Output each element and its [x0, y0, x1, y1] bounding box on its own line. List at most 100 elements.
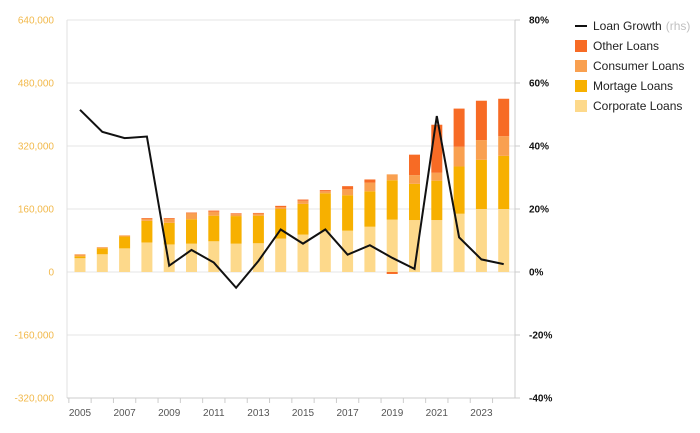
bar-segment-consumer-loans	[386, 174, 398, 181]
right-tick-label: 40%	[529, 142, 549, 153]
bar-segment-mortage-loans	[319, 193, 331, 231]
loan-growth-polyline	[79, 109, 504, 290]
bar-segment-corporate-loans	[342, 230, 354, 272]
x-tick-label: 2015	[292, 408, 315, 419]
bar-segment-corporate-loans	[409, 220, 420, 272]
bar-segment-other-loans	[297, 199, 309, 201]
bar-segment-consumer-loans	[208, 211, 220, 216]
legend: Loan Growth (rhs) Other Loans Consumer Loan…	[575, 19, 690, 113]
bar-segment-mortage-loans	[74, 256, 86, 259]
bar-segment-consumer-loans	[431, 172, 443, 181]
bar-segment-corporate-loans	[475, 209, 487, 272]
bar-segment-other-loans	[431, 124, 443, 173]
bar-segment-other-loans	[475, 100, 487, 141]
bar-segment-other-loans	[275, 205, 287, 208]
bar-segment-consumer-loans	[297, 200, 309, 204]
left-tick-label: 640,000	[18, 16, 55, 27]
bar-segment-other-loans	[364, 179, 376, 183]
bar-segment-other-loans	[409, 154, 420, 176]
x-tick-label: 2021	[426, 408, 449, 419]
bar-segment-corporate-loans	[252, 243, 264, 272]
right-tick-label: 0%	[529, 268, 544, 279]
bar-segment-corporate-loans	[74, 258, 86, 272]
bar-segment-mortage-loans	[475, 159, 487, 209]
bar-segment-other-loans	[386, 272, 398, 274]
x-tick-label: 2011	[203, 408, 225, 419]
legend-label: Loan Growth (rhs)	[593, 19, 690, 33]
bar-segment-mortage-loans	[96, 248, 108, 255]
bar-segment-corporate-loans	[498, 209, 510, 272]
x-tick-label: 2017	[336, 408, 359, 419]
x-tick-label: 2023	[470, 408, 493, 419]
bar-segment-mortage-loans	[275, 209, 287, 239]
x-tick-label: 2005	[69, 408, 92, 419]
bar-segment-other-loans	[141, 218, 153, 219]
bar-segment-corporate-loans	[141, 242, 153, 272]
right-tick-label: 60%	[529, 79, 549, 90]
bar-segment-corporate-loans	[163, 244, 175, 272]
bar-segment-mortage-loans	[364, 191, 376, 227]
bar-segment-consumer-loans	[409, 175, 420, 184]
x-tick-label: 2009	[158, 408, 181, 419]
bar-segment-consumer-loans	[141, 218, 153, 221]
bar-segment-consumer-loans	[275, 207, 287, 209]
bar-segment-corporate-loans	[230, 243, 242, 272]
legend-label: Consumer Loans	[593, 59, 684, 73]
bar-segment-consumer-loans	[475, 140, 487, 160]
legend-label: Other Loans	[593, 39, 659, 53]
left-tick-label: 0	[48, 268, 54, 279]
legend-swatch	[575, 60, 587, 72]
bar-segment-mortage-loans	[498, 155, 510, 209]
x-tick-label: 2007	[113, 408, 136, 419]
bar-segment-consumer-loans	[319, 191, 331, 194]
legend-suffix: (rhs)	[666, 19, 691, 33]
bar-segment-mortage-loans	[431, 180, 443, 221]
right-tick-label: -40%	[529, 394, 552, 405]
bar-segment-mortage-loans	[186, 219, 197, 244]
right-tick-label: -20%	[529, 331, 552, 342]
bar-segment-mortage-loans	[297, 203, 309, 235]
left-tick-label: -320,000	[15, 394, 55, 405]
legend-swatch	[575, 80, 587, 92]
bar-segment-mortage-loans	[453, 166, 465, 214]
bar-segment-consumer-loans	[74, 254, 86, 257]
bar-segment-other-loans	[453, 108, 465, 147]
bar-segment-mortage-loans	[230, 216, 242, 244]
bar-segment-consumer-loans	[252, 213, 264, 216]
bar-segment-consumer-loans	[342, 189, 354, 196]
bar-segment-consumer-loans	[119, 235, 131, 237]
bar-segment-corporate-loans	[431, 220, 443, 272]
bar-segment-corporate-loans	[453, 213, 465, 272]
bar-segment-corporate-loans	[275, 238, 287, 272]
bar-segment-other-loans	[163, 218, 175, 219]
bar-segment-corporate-loans	[297, 234, 309, 272]
bar-segment-consumer-loans	[364, 182, 376, 192]
bar-segment-mortage-loans	[386, 180, 398, 220]
bar-segment-corporate-loans	[319, 230, 331, 272]
bar-segment-consumer-loans	[498, 136, 510, 156]
bar-segment-consumer-loans	[453, 146, 465, 167]
left-tick-label: 320,000	[18, 142, 55, 153]
bar-segment-corporate-loans	[386, 219, 398, 272]
loan-growth-line	[79, 109, 504, 290]
bar-segment-mortage-loans	[119, 236, 131, 249]
bar-segment-corporate-loans	[208, 241, 220, 272]
bar-segment-other-loans	[230, 213, 242, 215]
bar-segment-other-loans	[498, 98, 510, 137]
stacked-bars	[74, 98, 510, 274]
bar-segment-consumer-loans	[96, 247, 108, 249]
left-tick-label: 480,000	[18, 79, 55, 90]
bar-segment-consumer-loans	[230, 214, 242, 217]
bar-segment-mortage-loans	[409, 183, 420, 221]
axes: 640,000 480,000 320,000 160,000 0 -160,000 -32…	[15, 16, 553, 420]
left-tick-label: 160,000	[18, 205, 55, 216]
bar-segment-corporate-loans	[186, 243, 197, 272]
bar-segment-other-loans	[186, 212, 197, 214]
x-tick-label: 2019	[381, 408, 404, 419]
bar-segment-mortage-loans	[252, 215, 264, 244]
bar-segment-mortage-loans	[163, 222, 175, 245]
bar-segment-corporate-loans	[96, 254, 108, 272]
bar-segment-mortage-loans	[141, 220, 153, 243]
bar-segment-other-loans	[252, 212, 264, 214]
